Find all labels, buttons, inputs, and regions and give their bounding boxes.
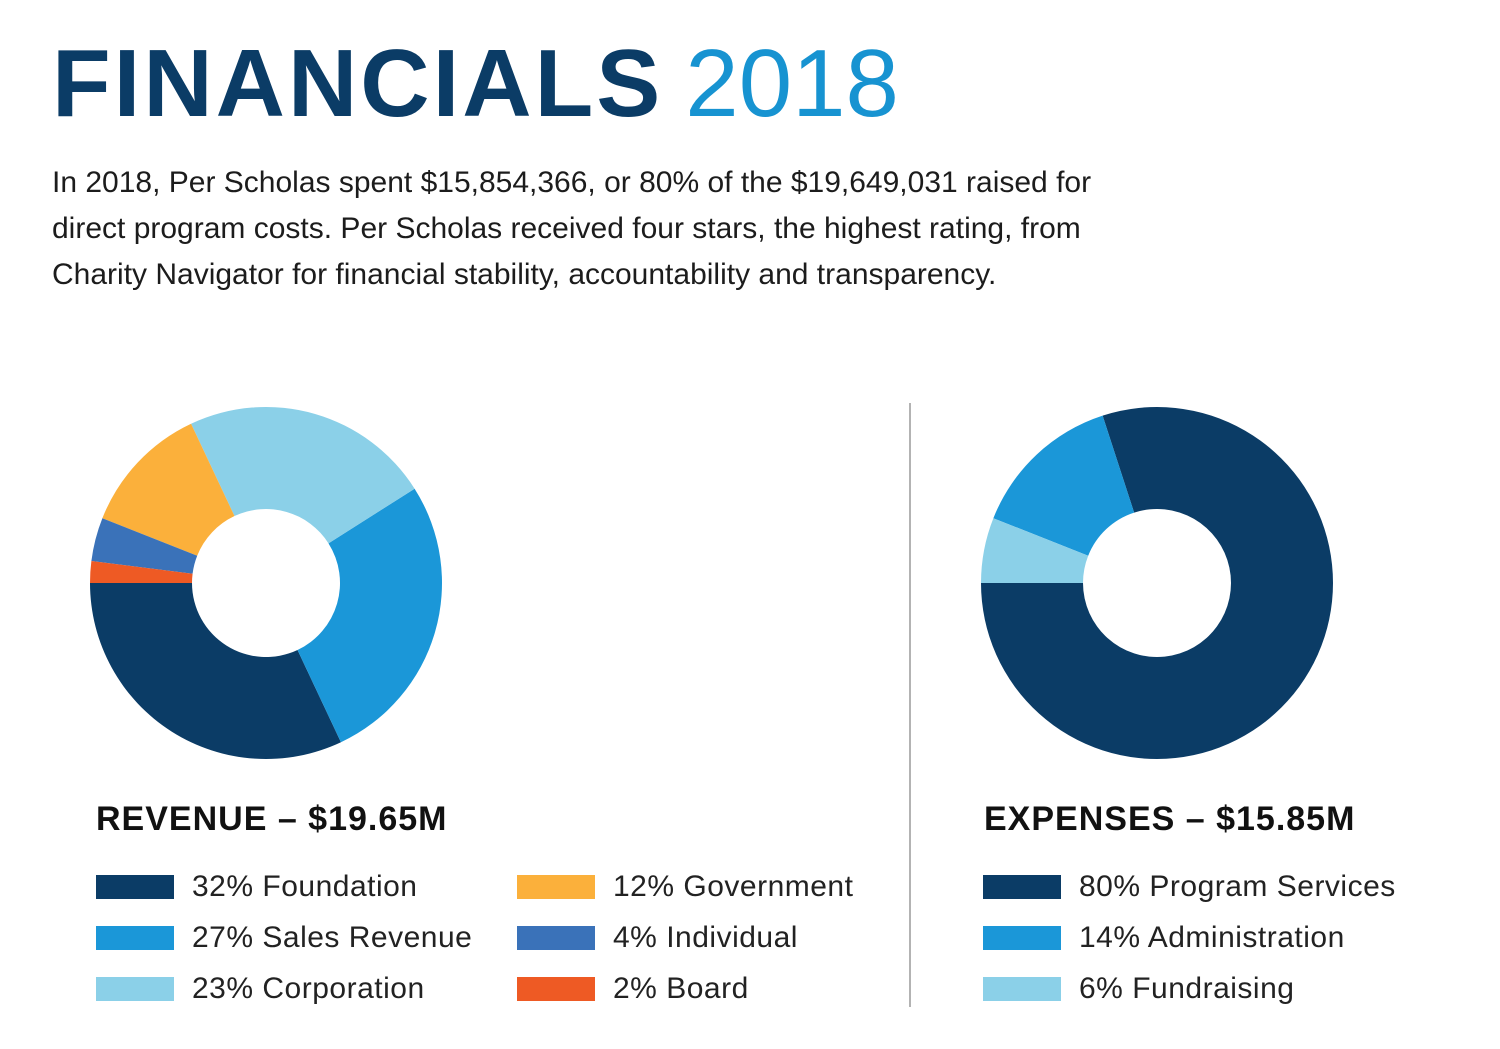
chart-divider: [909, 403, 911, 1007]
revenue-chart-title: REVENUE – $19.65M: [96, 800, 448, 838]
expenses-legend-swatch-program-services: [983, 875, 1061, 899]
revenue-slice-government: [102, 423, 235, 556]
page-title: FINANCIALS 2018: [52, 28, 899, 140]
title-year: 2018: [685, 30, 899, 137]
revenue-legend-swatch-sales-revenue: [96, 926, 174, 950]
revenue-legend-label: 23% Corporation: [192, 972, 425, 1005]
revenue-legend-swatch-individual: [517, 926, 595, 950]
revenue-legend-label: 27% Sales Revenue: [192, 921, 473, 954]
revenue-donut-chart: [90, 407, 443, 759]
revenue-legend-swatch-board: [517, 977, 595, 1001]
revenue-legend-swatch-corporation: [96, 977, 174, 1001]
expenses-donut-chart: [981, 406, 1333, 759]
intro-paragraph: In 2018, Per Scholas spent $15,854,366, …: [52, 166, 1092, 291]
expenses-legend-label: 80% Program Services: [1079, 870, 1396, 903]
title-word: FINANCIALS: [52, 30, 664, 137]
expenses-slice-program-services: [981, 406, 1333, 759]
expenses-slice-fundraising: [981, 518, 1089, 583]
expenses-legend-swatch-fundraising: [983, 977, 1061, 1001]
revenue-slice-sales-revenue: [297, 488, 443, 743]
revenue-slice-board: [90, 560, 193, 583]
revenue-slice-foundation: [90, 583, 341, 759]
expenses-legend-label: 6% Fundraising: [1079, 972, 1295, 1005]
expenses-slice-administration: [993, 415, 1135, 556]
revenue-legend-label: 2% Board: [613, 972, 749, 1005]
revenue-legend-label: 32% Foundation: [192, 870, 418, 903]
expenses-chart-title: EXPENSES – $15.85M: [984, 800, 1356, 838]
revenue-slice-individual: [91, 518, 198, 574]
revenue-legend-label: 12% Government: [613, 870, 854, 903]
revenue-legend-swatch-foundation: [96, 875, 174, 899]
expenses-legend-label: 14% Administration: [1079, 921, 1345, 954]
revenue-legend-swatch-government: [517, 875, 595, 899]
revenue-slice-corporation: [191, 407, 415, 544]
revenue-legend-label: 4% Individual: [613, 921, 798, 954]
expenses-legend-swatch-administration: [983, 926, 1061, 950]
